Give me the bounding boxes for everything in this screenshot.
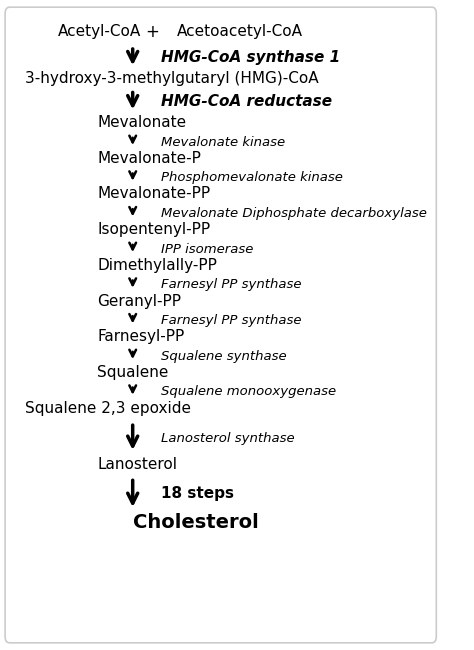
Text: HMG-CoA synthase 1: HMG-CoA synthase 1 xyxy=(161,50,340,65)
Text: Mevalonate-P: Mevalonate-P xyxy=(98,151,201,166)
Text: Dimethylally-PP: Dimethylally-PP xyxy=(98,258,218,273)
Text: Cholesterol: Cholesterol xyxy=(133,514,258,532)
Text: IPP isomerase: IPP isomerase xyxy=(161,242,254,255)
Text: Farnesyl-PP: Farnesyl-PP xyxy=(98,329,185,344)
Text: 18 steps: 18 steps xyxy=(161,486,234,501)
Text: Isopentenyl-PP: Isopentenyl-PP xyxy=(98,222,210,237)
Text: Mevalonate: Mevalonate xyxy=(98,115,187,130)
Text: Acetyl-CoA: Acetyl-CoA xyxy=(58,24,141,40)
Text: Mevalonate kinase: Mevalonate kinase xyxy=(161,136,285,149)
Text: Mevalonate-PP: Mevalonate-PP xyxy=(98,187,210,202)
Text: HMG-CoA reductase: HMG-CoA reductase xyxy=(161,94,332,109)
Text: +: + xyxy=(146,23,159,41)
Text: Squalene 2,3 epoxide: Squalene 2,3 epoxide xyxy=(25,400,191,415)
Text: Geranyl-PP: Geranyl-PP xyxy=(98,294,182,309)
Text: Squalene monooxygenase: Squalene monooxygenase xyxy=(161,385,337,398)
Text: Farnesyl PP synthase: Farnesyl PP synthase xyxy=(161,314,302,327)
Text: Squalene synthase: Squalene synthase xyxy=(161,350,287,363)
Text: Lanosterol synthase: Lanosterol synthase xyxy=(161,432,295,445)
Text: Lanosterol: Lanosterol xyxy=(98,457,177,472)
Text: Phosphomevalonate kinase: Phosphomevalonate kinase xyxy=(161,171,343,184)
Text: 3-hydroxy-3-methylgutaryl (HMG)-CoA: 3-hydroxy-3-methylgutaryl (HMG)-CoA xyxy=(25,71,319,86)
Text: Farnesyl PP synthase: Farnesyl PP synthase xyxy=(161,278,302,291)
Text: Squalene: Squalene xyxy=(98,365,169,380)
FancyBboxPatch shape xyxy=(5,7,436,643)
Text: Acetoacetyl-CoA: Acetoacetyl-CoA xyxy=(177,24,303,40)
Text: Mevalonate Diphosphate decarboxylase: Mevalonate Diphosphate decarboxylase xyxy=(161,207,427,220)
